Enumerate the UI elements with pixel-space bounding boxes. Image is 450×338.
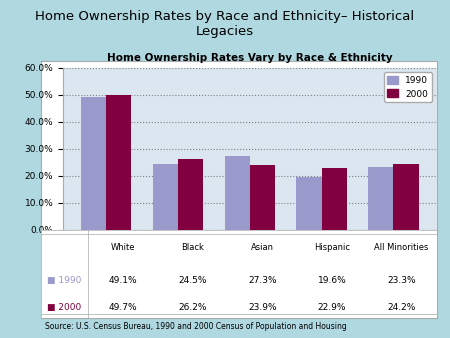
Text: 49.1%: 49.1% (108, 276, 137, 285)
Text: 22.9%: 22.9% (318, 303, 346, 312)
Text: Source: U.S. Census Bureau, 1990 and 2000 Census of Population and Housing: Source: U.S. Census Bureau, 1990 and 200… (45, 322, 347, 331)
Bar (322, 168, 346, 230)
Bar (250, 165, 275, 230)
Text: ■ 2000: ■ 2000 (47, 303, 81, 312)
Bar (368, 167, 393, 230)
Bar (81, 97, 106, 230)
Text: White: White (111, 243, 135, 252)
Text: 19.6%: 19.6% (318, 276, 346, 285)
Bar (297, 177, 322, 230)
Text: Asian: Asian (251, 243, 274, 252)
Text: 26.2%: 26.2% (178, 303, 207, 312)
Bar (106, 95, 131, 230)
Text: 24.5%: 24.5% (178, 276, 207, 285)
Text: Black: Black (181, 243, 204, 252)
Text: 24.2%: 24.2% (387, 303, 416, 312)
Text: 23.3%: 23.3% (387, 276, 416, 285)
Bar (393, 164, 419, 230)
Text: Home Ownership Rates by Race and Ethnicity– Historical
Legacies: Home Ownership Rates by Race and Ethnici… (36, 10, 414, 38)
Text: 49.7%: 49.7% (108, 303, 137, 312)
Text: Hispanic: Hispanic (314, 243, 350, 252)
Bar (178, 159, 203, 230)
Text: ■ 1990: ■ 1990 (47, 276, 81, 285)
Legend: 1990, 2000: 1990, 2000 (384, 72, 432, 102)
Text: 27.3%: 27.3% (248, 276, 277, 285)
Text: 23.9%: 23.9% (248, 303, 277, 312)
Title: Home Ownership Rates Vary by Race & Ethnicity: Home Ownership Rates Vary by Race & Ethn… (107, 53, 392, 63)
Bar (153, 164, 178, 230)
Bar (225, 156, 250, 230)
Text: All Minorities: All Minorities (374, 243, 429, 252)
